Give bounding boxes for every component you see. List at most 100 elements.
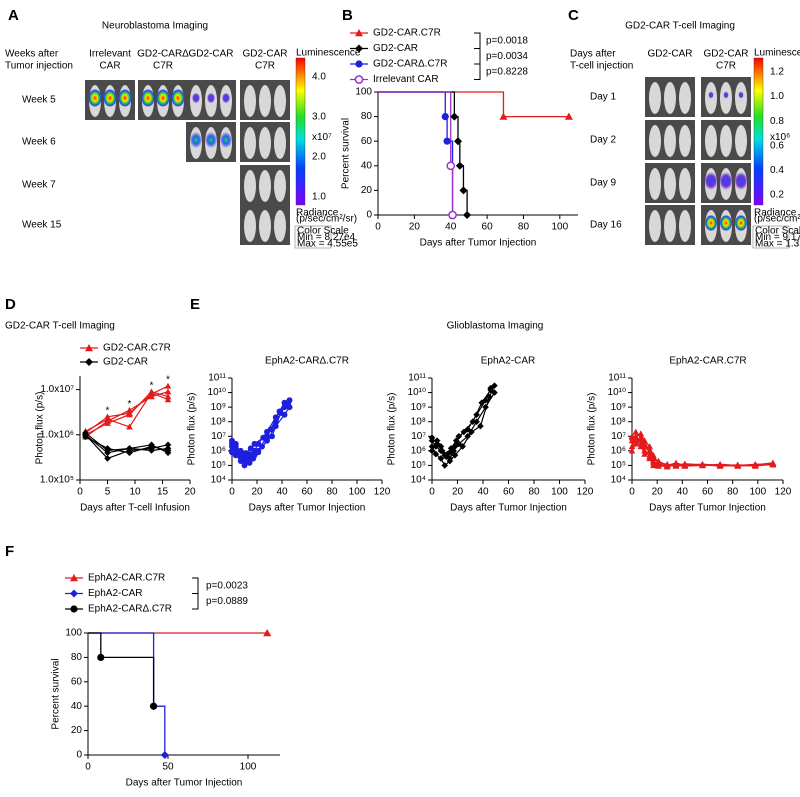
y-axis-label: Photon flux (p/s) — [387, 393, 398, 466]
marker — [443, 137, 451, 145]
row-header: Tumor injection — [5, 61, 73, 72]
chart-title: EphA2-CAR.C7R — [669, 356, 746, 367]
marker — [148, 393, 155, 400]
x-tick-label: 120 — [775, 487, 792, 498]
marker — [637, 436, 645, 443]
p-value: p=0.0023 — [206, 580, 248, 591]
marker — [247, 445, 254, 452]
panel-label: A — [8, 7, 19, 24]
p-bracket — [192, 577, 199, 594]
x-tick-label: 20 — [409, 222, 421, 233]
scale-title: Luminescence — [754, 48, 800, 59]
marker — [285, 399, 292, 406]
marker — [469, 418, 477, 426]
row-label: Week 15 — [22, 220, 62, 231]
marker — [97, 653, 105, 662]
mouse — [720, 125, 732, 157]
marker — [148, 441, 155, 449]
color-bar — [753, 57, 764, 206]
legend-label: EphA2-CARΔ.C7R — [88, 604, 172, 615]
y-tick-label: 10⁶ — [611, 445, 626, 456]
row-label: Week 5 — [22, 95, 56, 106]
marker — [104, 449, 111, 457]
row-label: Week 6 — [22, 137, 56, 148]
row-label: Day 16 — [590, 220, 622, 231]
x-tick-label: 15 — [157, 487, 169, 498]
y-tick-label: 10⁵ — [411, 460, 426, 471]
mouse-line — [431, 389, 492, 455]
x-tick-label: 0 — [429, 487, 435, 498]
mouse — [705, 125, 717, 157]
marker — [432, 450, 440, 458]
signal — [734, 214, 748, 232]
y-axis-label: Percent survival — [341, 118, 352, 189]
p-bracket — [474, 63, 481, 80]
signal — [206, 92, 216, 104]
marker — [234, 449, 240, 456]
signal — [221, 92, 231, 104]
x-tick-label: 100 — [551, 487, 568, 498]
marker — [646, 455, 653, 462]
marker — [641, 450, 648, 457]
marker — [428, 447, 436, 455]
scale-tick: 2.0 — [312, 152, 326, 163]
legend-marker — [70, 605, 78, 613]
mouse — [244, 170, 256, 202]
y-tick-label: 20 — [361, 185, 373, 196]
marker — [468, 428, 475, 436]
x-tick-label: 20 — [184, 487, 196, 498]
x-axis-label: Days after Tumor Injection — [126, 778, 243, 789]
marker — [752, 461, 759, 468]
p-bracket — [474, 48, 481, 65]
marker — [433, 440, 441, 448]
mouse — [259, 170, 271, 202]
legend-label: GD2-CARΔ.C7R — [373, 59, 447, 70]
panel-title: GD2-CAR T-cell Imaging — [625, 21, 735, 32]
marker — [491, 382, 498, 389]
marker — [663, 461, 671, 468]
marker — [454, 137, 462, 146]
legend-marker — [85, 358, 93, 366]
marker — [487, 386, 494, 394]
panel-label: E — [190, 296, 200, 313]
marker — [637, 430, 645, 437]
p-bracket — [474, 32, 481, 49]
y-tick-label: 1.0x10⁷ — [40, 384, 74, 395]
y-tick-label: 10⁹ — [611, 402, 626, 413]
y-tick-label: 10¹¹ — [408, 373, 426, 384]
legend-marker — [70, 574, 78, 582]
survival-line — [378, 91, 468, 215]
signal — [738, 91, 744, 99]
signal — [719, 172, 733, 190]
scale-tick: 0.4 — [770, 165, 784, 176]
mouse — [274, 127, 286, 159]
row-label: Day 9 — [590, 178, 617, 189]
marker — [82, 431, 89, 439]
signal — [719, 214, 733, 232]
legend-marker — [355, 60, 363, 68]
marker — [451, 451, 459, 459]
marker — [477, 422, 484, 430]
x-tick-label: 0 — [77, 487, 83, 498]
marker — [104, 445, 111, 452]
scale-box-text: Max = 4.55e5 — [297, 239, 358, 250]
marker — [441, 113, 449, 121]
marker — [448, 210, 457, 220]
legend-marker — [85, 344, 93, 352]
marker — [164, 441, 172, 449]
marker — [650, 451, 657, 458]
scale-tick: 3.0 — [312, 112, 326, 123]
x-tick-label: 60 — [702, 487, 714, 498]
row-header: Days after — [570, 49, 616, 60]
marker — [267, 426, 274, 433]
row-label: Day 1 — [590, 92, 617, 103]
mouse — [244, 85, 256, 117]
survival-line — [378, 91, 454, 215]
marker — [428, 434, 436, 441]
y-tick-label: 60 — [361, 136, 373, 147]
marker — [428, 443, 436, 450]
signal — [734, 172, 748, 190]
marker — [446, 457, 454, 465]
mouse — [274, 85, 286, 117]
